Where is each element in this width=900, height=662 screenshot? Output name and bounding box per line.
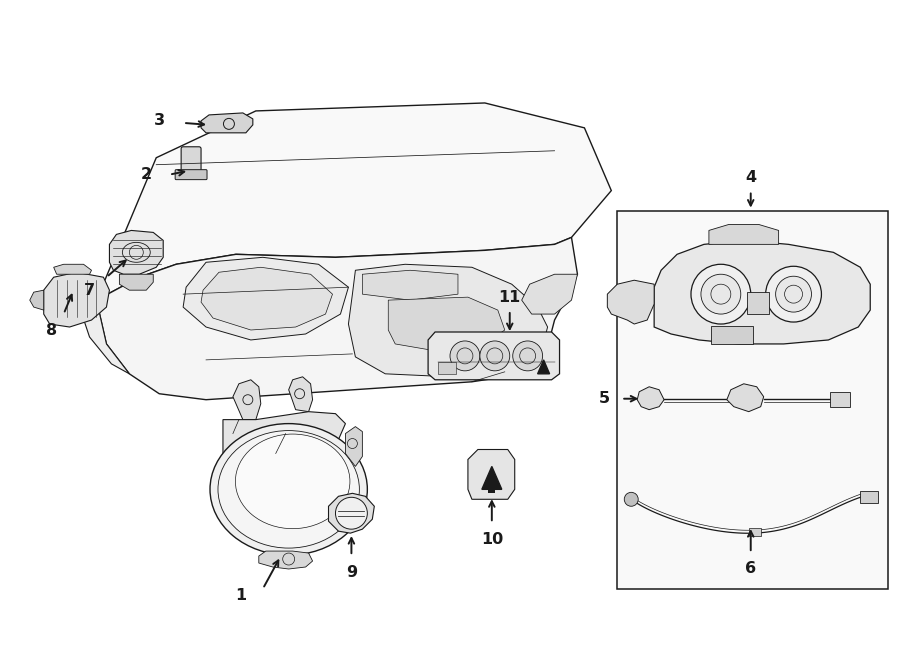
Circle shape xyxy=(450,341,480,371)
Polygon shape xyxy=(259,551,312,569)
Circle shape xyxy=(336,497,367,529)
Polygon shape xyxy=(44,272,110,327)
Circle shape xyxy=(776,276,812,312)
Polygon shape xyxy=(654,240,870,344)
Polygon shape xyxy=(428,332,560,380)
Polygon shape xyxy=(637,387,664,410)
Polygon shape xyxy=(201,113,253,133)
Text: 6: 6 xyxy=(745,561,756,577)
Circle shape xyxy=(625,493,638,506)
Text: 10: 10 xyxy=(481,532,503,547)
Text: 1: 1 xyxy=(235,589,247,603)
Bar xyxy=(617,211,888,589)
Bar xyxy=(438,362,456,374)
Polygon shape xyxy=(289,377,312,412)
Circle shape xyxy=(480,341,509,371)
Bar xyxy=(831,392,850,406)
Polygon shape xyxy=(608,280,654,324)
Polygon shape xyxy=(201,267,332,330)
Ellipse shape xyxy=(210,424,367,555)
Circle shape xyxy=(513,341,543,371)
FancyBboxPatch shape xyxy=(176,169,207,179)
Polygon shape xyxy=(363,270,458,300)
Polygon shape xyxy=(522,274,578,314)
Polygon shape xyxy=(388,297,505,350)
Polygon shape xyxy=(233,380,261,420)
Text: 2: 2 xyxy=(140,167,152,182)
Bar xyxy=(747,292,769,314)
Bar xyxy=(749,528,760,536)
Bar xyxy=(860,491,878,503)
Bar xyxy=(711,326,752,344)
Text: 11: 11 xyxy=(499,290,521,305)
Polygon shape xyxy=(346,426,363,467)
Bar xyxy=(488,489,495,493)
Circle shape xyxy=(766,266,822,322)
Polygon shape xyxy=(79,300,130,374)
Polygon shape xyxy=(96,238,578,400)
Polygon shape xyxy=(54,264,92,274)
Text: 7: 7 xyxy=(84,283,95,298)
Polygon shape xyxy=(482,467,502,489)
Polygon shape xyxy=(30,290,44,310)
Polygon shape xyxy=(120,274,153,290)
Polygon shape xyxy=(183,258,348,340)
Text: 9: 9 xyxy=(346,565,357,581)
Polygon shape xyxy=(709,224,778,244)
Text: 3: 3 xyxy=(154,113,165,128)
Text: 4: 4 xyxy=(745,170,756,185)
Circle shape xyxy=(701,274,741,314)
Ellipse shape xyxy=(236,434,350,529)
Polygon shape xyxy=(316,440,338,463)
Circle shape xyxy=(691,264,751,324)
FancyBboxPatch shape xyxy=(181,147,201,177)
Polygon shape xyxy=(328,493,374,533)
Text: 8: 8 xyxy=(46,322,58,338)
Polygon shape xyxy=(223,412,346,459)
Ellipse shape xyxy=(218,430,359,548)
Polygon shape xyxy=(468,449,515,499)
Polygon shape xyxy=(348,264,547,377)
Polygon shape xyxy=(96,103,611,300)
Polygon shape xyxy=(110,230,163,274)
Polygon shape xyxy=(727,384,764,412)
Polygon shape xyxy=(537,360,550,374)
Text: 5: 5 xyxy=(598,391,610,406)
